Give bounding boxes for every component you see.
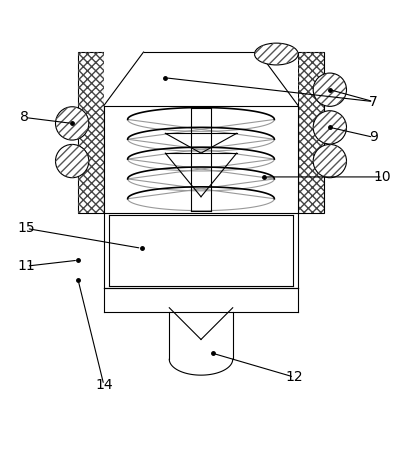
Ellipse shape bbox=[312, 145, 346, 178]
Text: 12: 12 bbox=[285, 370, 302, 384]
Text: 7: 7 bbox=[368, 95, 377, 109]
Bar bbox=[298, 52, 323, 213]
Text: 9: 9 bbox=[368, 130, 377, 144]
Text: 15: 15 bbox=[18, 221, 35, 235]
Ellipse shape bbox=[312, 73, 346, 106]
Text: 8: 8 bbox=[20, 110, 29, 124]
Ellipse shape bbox=[254, 43, 298, 65]
Bar bbox=[103, 213, 298, 288]
Ellipse shape bbox=[55, 145, 89, 178]
Bar bbox=[298, 52, 323, 213]
Text: 10: 10 bbox=[373, 170, 391, 184]
Bar bbox=[103, 288, 298, 312]
Text: 14: 14 bbox=[95, 378, 112, 392]
Text: 11: 11 bbox=[18, 259, 35, 273]
Bar bbox=[78, 52, 103, 213]
Bar bbox=[103, 106, 298, 213]
Ellipse shape bbox=[55, 107, 89, 140]
Bar bbox=[103, 52, 298, 106]
Bar bbox=[78, 52, 103, 213]
Bar bbox=[169, 312, 232, 367]
Ellipse shape bbox=[312, 111, 346, 144]
